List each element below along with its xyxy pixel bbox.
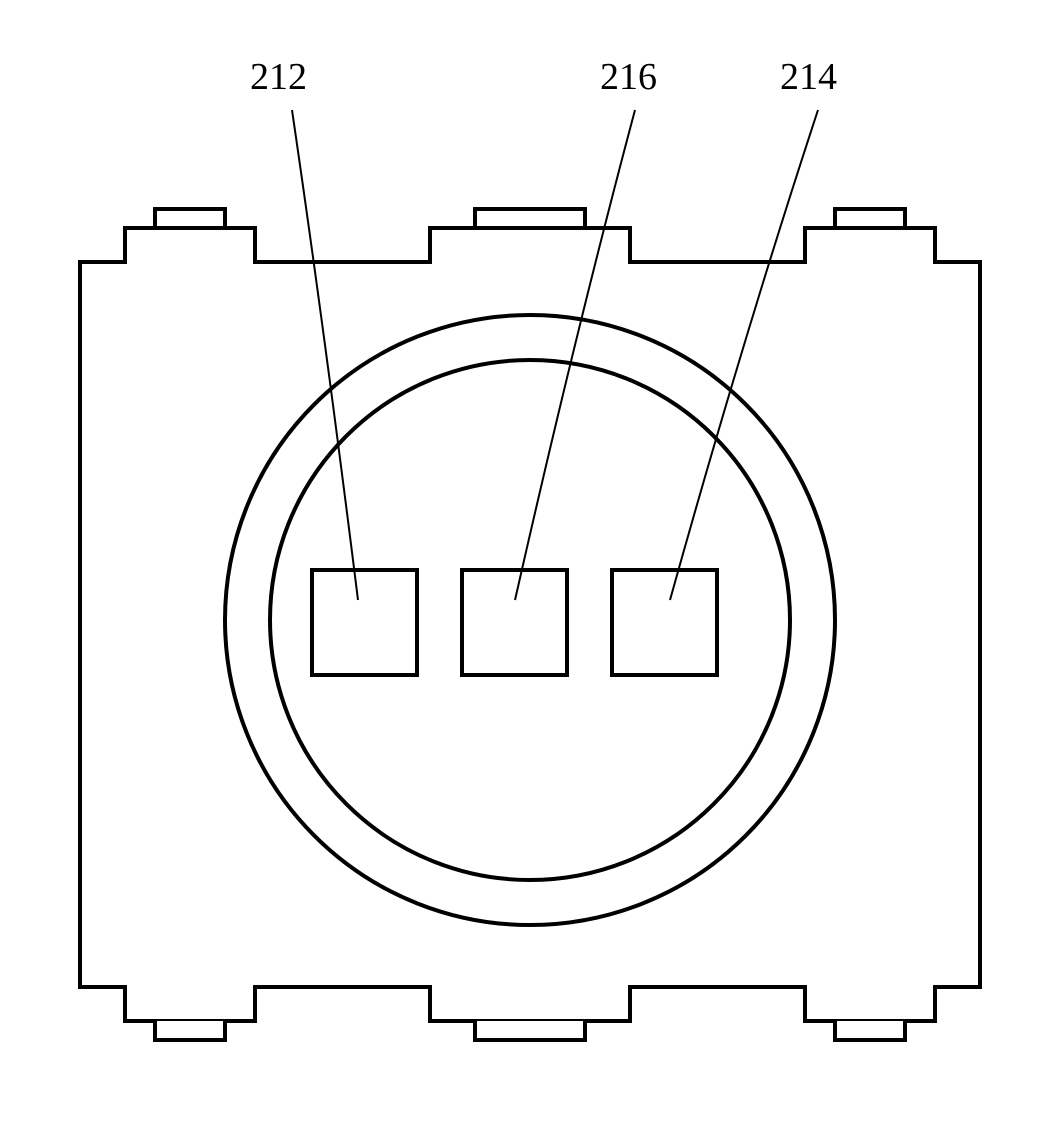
- label-212: 212: [250, 55, 307, 99]
- label-214: 214: [780, 55, 837, 99]
- diagram-svg: [0, 0, 1056, 1142]
- label-216: 216: [600, 55, 657, 99]
- diagram-container: 212 216 214: [0, 0, 1056, 1142]
